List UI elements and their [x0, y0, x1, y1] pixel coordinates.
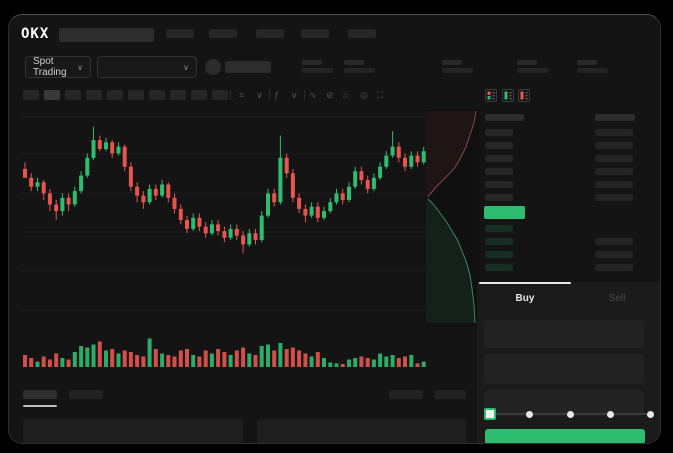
trade-panel: Buy Sell: [477, 282, 660, 443]
chevron-down-icon[interactable]: ∨: [256, 90, 263, 100]
divider: [269, 90, 270, 100]
bid-row-skeleton[interactable]: [595, 238, 633, 245]
chevron-down-icon: ∨: [183, 62, 189, 72]
ask-row-skeleton[interactable]: [485, 181, 513, 188]
bid-row-skeleton[interactable]: [595, 264, 633, 271]
bid-row-skeleton[interactable]: [595, 251, 633, 258]
stat-label-skeleton: [577, 60, 597, 65]
ask-row-skeleton[interactable]: [595, 142, 633, 149]
ask-row-skeleton[interactable]: [485, 194, 513, 201]
ask-row-skeleton[interactable]: [595, 194, 633, 201]
stat-label-skeleton: [517, 60, 537, 65]
slider-stop[interactable]: [567, 410, 574, 418]
pair-name-skeleton: [225, 61, 271, 73]
nav-item-skeleton[interactable]: [348, 29, 376, 38]
tab-sell[interactable]: Sell: [608, 293, 626, 304]
buy-submit-button[interactable]: [485, 429, 645, 443]
ask-row-skeleton[interactable]: [485, 142, 513, 149]
chevron-down-icon: ∨: [77, 62, 83, 72]
slider-stop[interactable]: [647, 410, 654, 418]
coin-icon: [205, 59, 221, 75]
nav-item-skeleton[interactable]: [209, 29, 237, 38]
nav-item-skeleton[interactable]: [256, 29, 284, 38]
chevron-down-icon[interactable]: ∨: [291, 90, 298, 100]
timeframe-chip-skeleton[interactable]: [128, 90, 144, 100]
last-price-badge: [484, 206, 525, 219]
timeframe-chip-skeleton[interactable]: [65, 90, 81, 100]
ask-row-skeleton[interactable]: [485, 155, 513, 162]
camera-icon[interactable]: ⌂: [343, 90, 349, 100]
market-type-dropdown[interactable]: Spot Trading ∨: [25, 56, 91, 78]
timeframe-chip-skeleton[interactable]: [170, 90, 186, 100]
stat-label-skeleton: [442, 60, 462, 65]
ask-row-skeleton[interactable]: [595, 155, 633, 162]
slider-stop[interactable]: [607, 410, 614, 418]
slider-stop[interactable]: [526, 410, 533, 418]
book-both-icon-icon[interactable]: [485, 89, 497, 102]
ask-row-skeleton[interactable]: [485, 129, 513, 136]
stat-value-skeleton: [517, 68, 548, 73]
search-bar-skeleton[interactable]: [59, 28, 154, 42]
stat-value-skeleton: [302, 68, 333, 73]
tab-buy[interactable]: Buy: [515, 293, 535, 304]
stat-value-skeleton: [577, 68, 608, 73]
depth-chart[interactable]: [426, 109, 479, 327]
stat-value-skeleton: [442, 68, 473, 73]
book-asks-icon-icon[interactable]: [518, 89, 530, 102]
bottom-tab-active-skeleton[interactable]: [23, 390, 57, 399]
ask-row-skeleton[interactable]: [595, 168, 633, 175]
fullscreen-icon[interactable]: ⛶: [377, 90, 384, 100]
timeframe-chip-skeleton[interactable]: [149, 90, 165, 100]
nav-item-skeleton[interactable]: [301, 29, 329, 38]
timeframe-chip-skeleton[interactable]: [23, 90, 39, 100]
ask-row-skeleton[interactable]: [485, 168, 513, 175]
compare-icon[interactable]: ⊘: [326, 90, 334, 100]
line-tool-icon[interactable]: ∿: [309, 90, 317, 100]
timeframe-chip-skeleton[interactable]: [44, 90, 60, 100]
amount-slider[interactable]: [484, 407, 654, 421]
candle-style-icon[interactable]: ⌗: [239, 90, 245, 100]
stat-label-skeleton: [344, 60, 364, 65]
amount-input-skeleton[interactable]: [484, 354, 644, 384]
stat-label-skeleton: [302, 60, 322, 65]
orderbook-header-skeleton: [485, 114, 524, 121]
bid-row-skeleton[interactable]: [485, 251, 513, 258]
bottom-tab-skeleton[interactable]: [69, 390, 103, 399]
ask-row-skeleton[interactable]: [595, 129, 633, 136]
bid-row-skeleton[interactable]: [485, 264, 513, 271]
timeframe-chip-skeleton[interactable]: [86, 90, 102, 100]
book-bids-icon-icon[interactable]: [501, 89, 514, 102]
bid-row-skeleton[interactable]: [485, 225, 513, 232]
price-input-skeleton[interactable]: [484, 320, 644, 348]
divider: [230, 90, 231, 100]
indicator-icon[interactable]: ƒ: [274, 90, 280, 100]
total-input-skeleton[interactable]: [484, 390, 644, 416]
open-orders-panel-skeleton: [23, 419, 243, 443]
market-type-label: Spot Trading: [33, 56, 67, 78]
timeframe-chip-skeleton[interactable]: [191, 90, 207, 100]
timeframe-chip-skeleton[interactable]: [107, 90, 123, 100]
bid-row-skeleton[interactable]: [485, 238, 513, 245]
bottom-action-skeleton[interactable]: [389, 390, 423, 399]
divider: [304, 90, 305, 100]
stat-value-skeleton: [344, 68, 375, 73]
settings-icon[interactable]: ◎: [360, 90, 368, 100]
active-tab-indicator: [479, 282, 571, 284]
timeframe-chip-skeleton[interactable]: [212, 90, 228, 100]
nav-item-skeleton[interactable]: [166, 29, 194, 38]
pair-selector-dropdown[interactable]: ∨: [97, 56, 197, 78]
slider-handle[interactable]: [484, 408, 496, 420]
order-history-panel-skeleton: [257, 419, 466, 443]
app-window: OKX Spot Trading ∨ ∨ ⌗ ∨ ƒ ∨ ∿ ⊘ ⌂ ◎ ⛶ Buy Sell: [8, 14, 661, 444]
bottom-action-skeleton[interactable]: [434, 390, 466, 399]
bottom-tab-underline: [23, 405, 57, 407]
ask-row-skeleton[interactable]: [595, 181, 633, 188]
candlestick-chart[interactable]: [21, 109, 427, 369]
orderbook-header-skeleton: [595, 114, 635, 121]
okx-logo[interactable]: OKX: [21, 26, 50, 42]
